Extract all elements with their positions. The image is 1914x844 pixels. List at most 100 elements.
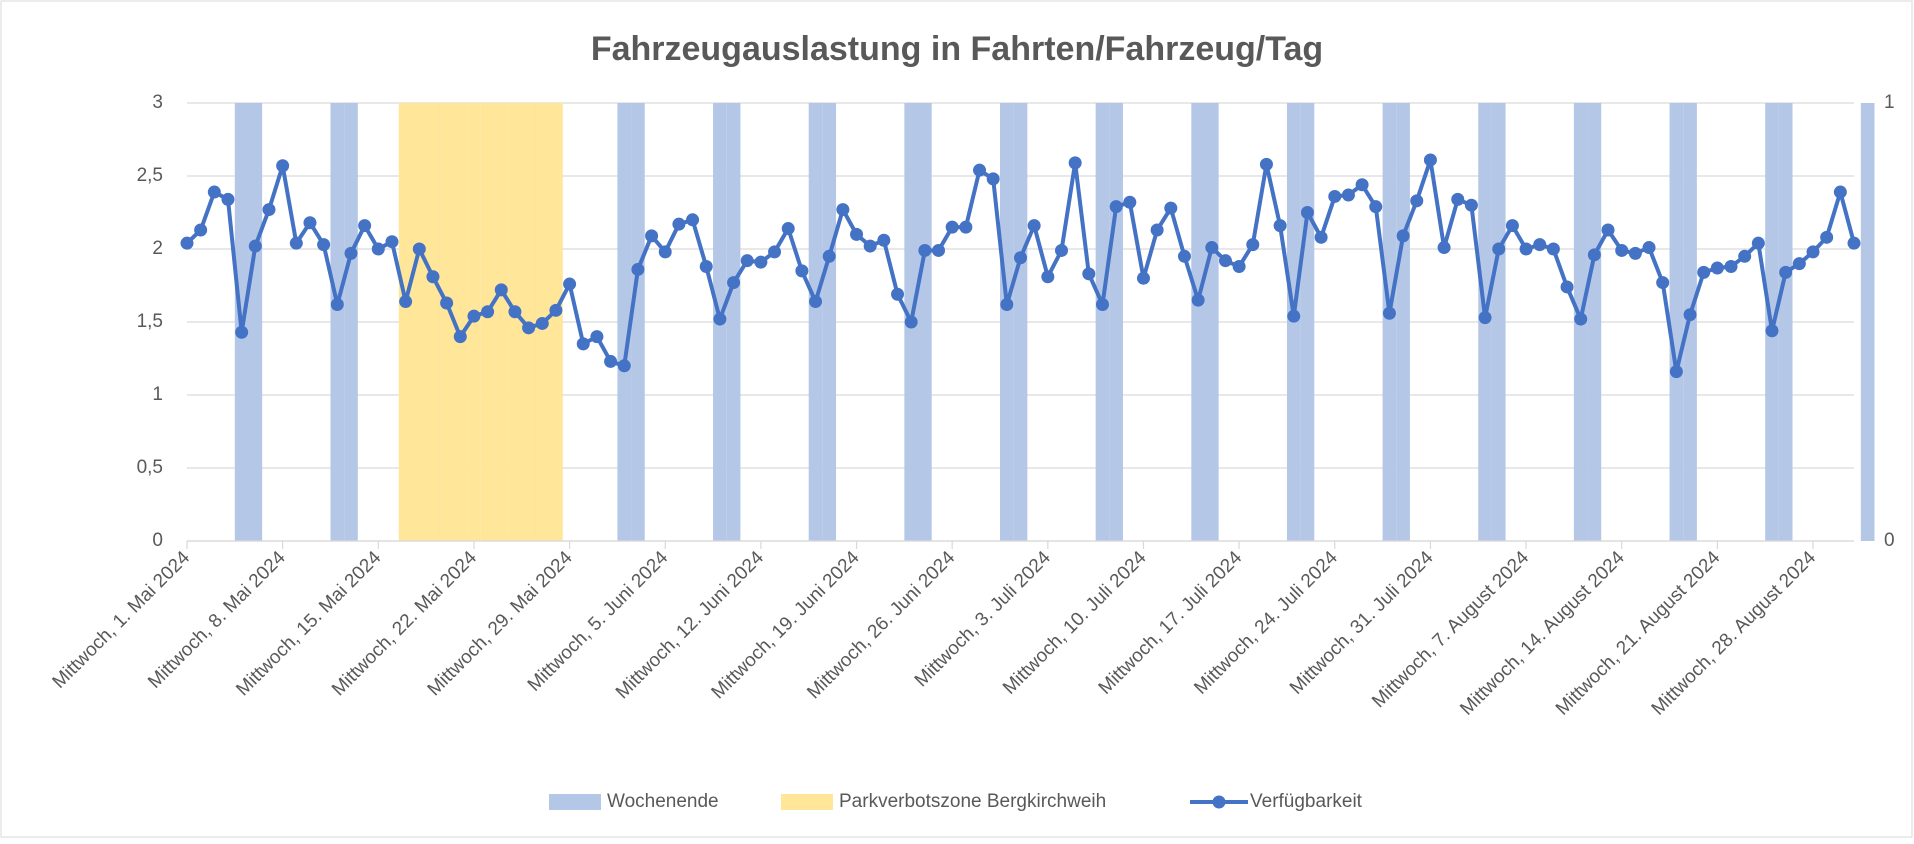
bar: [1491, 103, 1506, 541]
line-marker: [303, 216, 317, 230]
line-marker: [194, 223, 208, 237]
line-marker: [1341, 188, 1355, 202]
line-marker: [1751, 236, 1765, 250]
line-marker: [1396, 229, 1410, 243]
line-marker: [1847, 236, 1861, 250]
line-marker: [1697, 265, 1711, 279]
bar: [412, 103, 427, 541]
line-marker: [1724, 260, 1738, 274]
bar: [344, 103, 358, 541]
bar: [248, 103, 263, 541]
y-tick-label: 1: [152, 384, 163, 405]
y-tick-label: 0: [152, 530, 163, 551]
line-marker: [1437, 241, 1451, 255]
line-marker: [1095, 297, 1109, 311]
line-marker: [631, 262, 645, 276]
line-marker: [1792, 257, 1806, 271]
line-marker: [754, 255, 768, 269]
line-marker: [781, 222, 795, 236]
line-marker: [180, 236, 194, 250]
line-marker: [235, 325, 249, 339]
legend-swatch: [1212, 795, 1226, 809]
line-marker: [1587, 248, 1601, 262]
line-marker: [1000, 297, 1014, 311]
y-tick-label: 2: [152, 238, 163, 259]
line-marker: [1014, 251, 1027, 265]
line-marker: [918, 243, 932, 257]
line-marker: [686, 213, 700, 227]
line-marker: [1615, 243, 1629, 257]
line-marker: [1533, 238, 1547, 252]
line-marker: [426, 270, 440, 284]
line-marker: [563, 277, 577, 291]
line-marker: [1109, 200, 1123, 214]
line-marker: [289, 236, 303, 250]
bar: [453, 103, 468, 541]
line-marker: [1382, 306, 1396, 320]
line-marker: [576, 337, 590, 351]
line-marker: [1601, 223, 1615, 237]
line-marker: [1642, 241, 1656, 255]
line-marker: [1492, 242, 1506, 256]
line-marker: [440, 296, 454, 310]
bar: [617, 103, 632, 541]
line-marker: [276, 159, 290, 173]
line-marker: [1136, 271, 1150, 285]
line-marker: [713, 312, 727, 326]
line-marker: [1205, 241, 1219, 255]
line-marker: [617, 359, 631, 373]
bar: [1382, 103, 1397, 541]
line-marker: [932, 243, 946, 257]
line-marker: [453, 330, 467, 344]
line-marker: [1478, 311, 1492, 325]
line-marker: [412, 242, 426, 256]
line-marker: [727, 276, 741, 290]
line-marker: [1546, 242, 1560, 256]
legend-swatch: [781, 794, 833, 810]
line-marker: [1628, 246, 1642, 260]
bar: [508, 103, 522, 541]
line-marker: [809, 295, 823, 309]
line-marker: [1123, 195, 1137, 209]
line-marker: [1300, 206, 1314, 219]
line-marker: [1820, 230, 1834, 244]
line-marker: [508, 305, 522, 319]
line-marker: [1574, 312, 1588, 326]
legend-label: Wochenende: [607, 791, 719, 812]
line-marker: [1683, 308, 1697, 322]
line-marker: [1519, 242, 1533, 256]
bar: [631, 103, 645, 541]
line-marker: [740, 254, 754, 268]
line-marker: [590, 330, 604, 344]
line-marker: [836, 203, 850, 217]
line-marker: [1656, 276, 1670, 290]
bar: [439, 103, 454, 541]
line-marker: [1833, 185, 1847, 199]
line-marker: [973, 163, 987, 177]
bar: [1095, 103, 1110, 541]
legend-swatch: [549, 794, 601, 810]
line-marker: [1410, 194, 1424, 208]
line-marker: [604, 354, 618, 368]
line-marker: [1082, 267, 1096, 281]
line-marker: [1806, 245, 1820, 259]
line-marker: [1273, 219, 1287, 233]
line-marker: [1423, 153, 1437, 167]
line-marker: [1355, 178, 1369, 192]
line-marker: [1232, 260, 1246, 274]
line-marker: [330, 297, 344, 311]
line-marker: [207, 185, 221, 199]
line-marker: [645, 229, 659, 243]
y-tick-label: 2,5: [137, 165, 163, 186]
line-marker: [1287, 309, 1301, 323]
line-marker: [945, 220, 959, 234]
bar: [1300, 103, 1315, 541]
line-marker: [1177, 249, 1191, 263]
bar: [549, 103, 563, 541]
bar: [480, 103, 495, 541]
line-marker: [1369, 200, 1383, 214]
bar: [330, 103, 345, 541]
line-marker: [1710, 261, 1724, 275]
